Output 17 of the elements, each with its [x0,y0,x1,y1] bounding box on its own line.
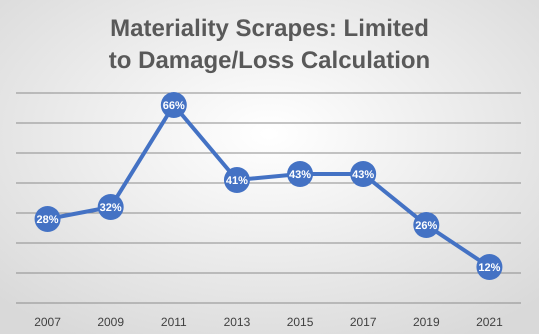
data-label: 28% [36,214,59,226]
data-label: 32% [100,202,122,214]
data-label: 66% [162,100,186,112]
x-tick-label: 2007 [34,315,62,329]
data-label: 43% [352,169,374,181]
x-tick-label: 2021 [476,315,504,329]
x-tick-label: 2011 [160,315,188,329]
x-tick-label: 2009 [97,315,124,329]
x-tick-label: 2013 [224,315,251,329]
data-label: 26% [415,220,438,232]
x-tick-label: 2015 [286,315,314,329]
data-label: 41% [226,175,248,187]
data-label: 12% [478,262,501,274]
chart-title: Materiality Scrapes: Limited to Damage/Loss Calculation [108,15,430,74]
data-label: 43% [289,169,312,181]
x-tick-label: 2019 [412,315,440,329]
x-tick-label: 2017 [350,315,377,329]
